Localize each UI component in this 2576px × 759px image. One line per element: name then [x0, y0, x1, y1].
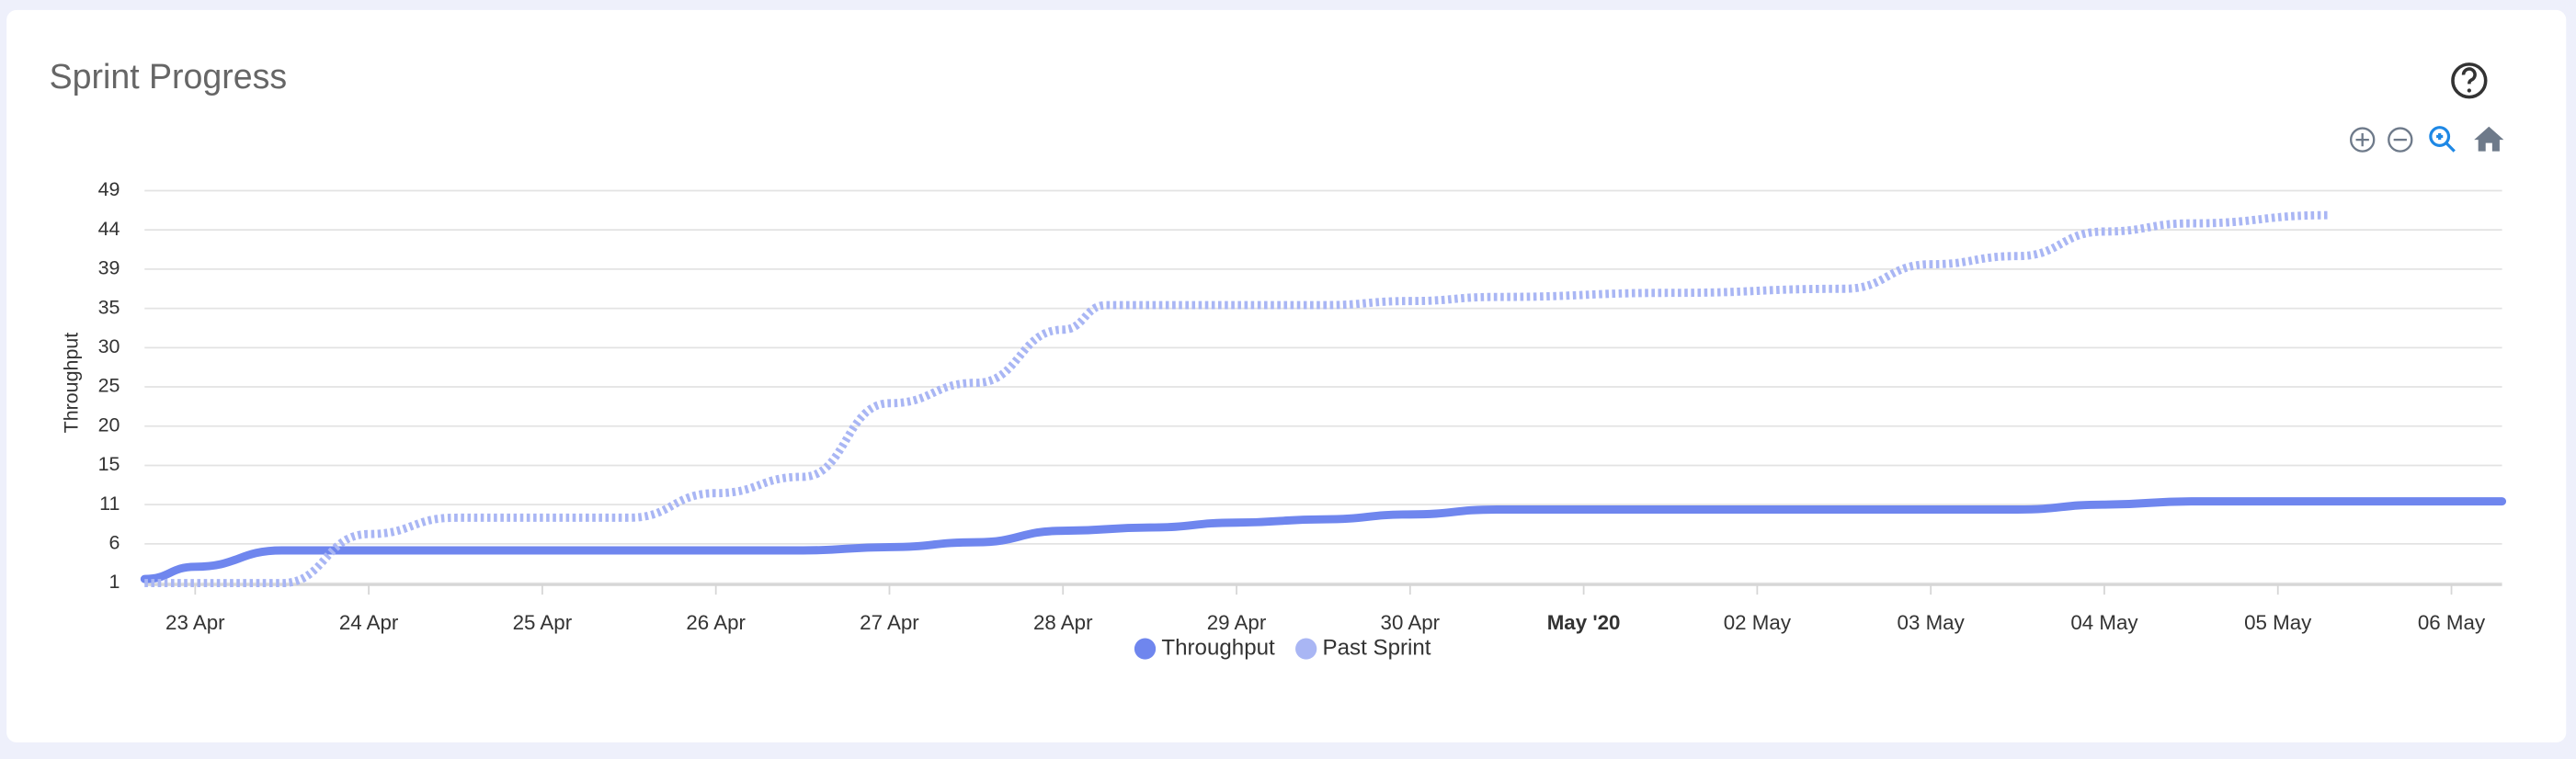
y-tick-label: 20	[98, 413, 120, 436]
help-glyph[interactable]	[2461, 67, 2477, 85]
zoom-out-button[interactable]	[2388, 127, 2413, 153]
series-line	[140, 497, 2507, 583]
x-tick-label: 27 Apr	[860, 611, 919, 634]
y-tick-label: 35	[98, 296, 120, 318]
y-tick-label: 30	[98, 335, 120, 357]
zoom-in-button[interactable]	[2350, 127, 2376, 153]
x-tick-label: 28 Apr	[1033, 611, 1093, 634]
y-tick-label: 39	[98, 257, 120, 279]
x-tick-label: 03 May	[1898, 611, 1966, 634]
legend-label[interactable]: Past Sprint	[1323, 635, 1431, 660]
help-dot[interactable]	[2467, 88, 2471, 93]
x-tick-label: 04 May	[2070, 611, 2138, 634]
x-tick-label: 30 Apr	[1381, 611, 1441, 634]
zoom-out-icon[interactable]	[2388, 127, 2413, 153]
y-tick-label: 44	[98, 218, 120, 240]
y-tick-label: 25	[98, 375, 120, 397]
selection-zoom-button[interactable]	[2429, 126, 2456, 153]
y-tick-label: 49	[98, 178, 120, 200]
y-tick-label: 15	[98, 453, 120, 475]
x-tick-label: 29 Apr	[1207, 611, 1267, 634]
legend-item[interactable]: Past Sprint	[1295, 635, 1431, 660]
legend-label[interactable]: Throughput	[1161, 635, 1275, 660]
y-tick-label: 6	[109, 532, 120, 554]
y-tick-label: 1	[109, 571, 120, 593]
reset-zoom-button[interactable]	[2474, 126, 2504, 152]
zoom-in-icon[interactable]	[2350, 127, 2376, 153]
magnifier-icon[interactable]	[2429, 126, 2451, 147]
y-tick-label: 11	[99, 493, 120, 515]
x-tick-label: 23 Apr	[165, 611, 225, 634]
y-axis-title: Throughput	[60, 333, 82, 434]
x-tick-label: 25 Apr	[513, 611, 573, 634]
x-tick-label: 02 May	[1724, 611, 1792, 634]
help-icon[interactable]	[2451, 62, 2488, 99]
x-tick-label: May '20	[1547, 611, 1621, 634]
legend-marker[interactable]	[1295, 638, 1317, 660]
x-tick-label: 24 Apr	[339, 611, 399, 634]
zoom-in-glyph[interactable]	[2355, 132, 2369, 147]
magnifier-glyph[interactable]	[2436, 132, 2456, 153]
legend-marker[interactable]	[1134, 638, 1157, 660]
card-background	[6, 9, 2567, 742]
chart-title: Sprint Progress	[50, 57, 288, 96]
x-tick-label: 26 Apr	[686, 611, 746, 634]
x-tick-label: 05 May	[2244, 611, 2312, 634]
help-button[interactable]	[2451, 62, 2488, 99]
x-tick-label: 06 May	[2418, 611, 2486, 634]
legend-item[interactable]: Throughput	[1134, 635, 1275, 660]
